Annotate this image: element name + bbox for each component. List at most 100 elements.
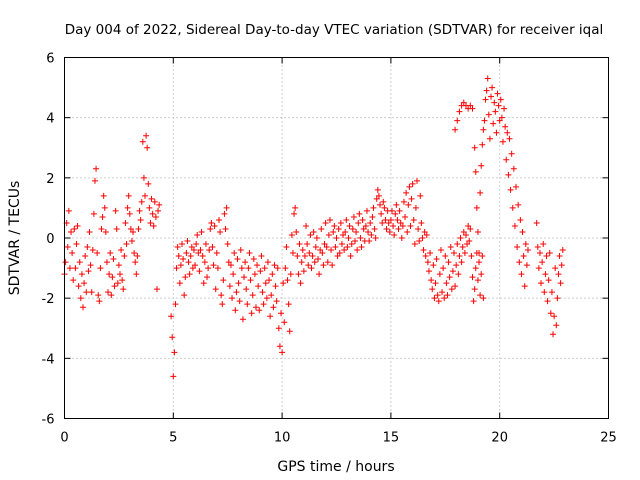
data-point xyxy=(212,286,219,293)
data-point xyxy=(188,244,195,251)
data-point xyxy=(399,222,406,229)
data-point xyxy=(443,280,450,287)
data-point xyxy=(551,313,558,320)
data-point xyxy=(79,304,86,311)
data-point xyxy=(257,268,264,275)
data-point xyxy=(264,259,271,266)
data-point xyxy=(524,247,531,254)
data-point xyxy=(326,216,333,223)
data-point xyxy=(144,144,151,151)
data-point xyxy=(223,204,230,211)
data-point xyxy=(300,268,307,275)
x-tick-label: 5 xyxy=(169,431,177,446)
data-point xyxy=(350,213,357,220)
data-point xyxy=(308,265,315,272)
data-point xyxy=(138,198,145,205)
data-point xyxy=(111,283,118,290)
data-point xyxy=(410,216,417,223)
data-point xyxy=(306,250,313,257)
data-point xyxy=(441,295,448,302)
data-point xyxy=(507,186,514,193)
data-point xyxy=(106,271,113,278)
data-point xyxy=(328,247,335,254)
data-point xyxy=(175,253,182,260)
data-point xyxy=(357,235,364,241)
data-point xyxy=(174,244,181,251)
data-point xyxy=(287,271,294,278)
data-point xyxy=(156,201,163,208)
data-point xyxy=(322,219,329,226)
y-tick-label: 2 xyxy=(46,172,54,187)
y-axis-label: SDTVAR / TECUs xyxy=(7,181,23,296)
data-point xyxy=(508,150,515,157)
data-point xyxy=(495,102,502,109)
data-point xyxy=(179,241,186,248)
data-point xyxy=(135,225,142,232)
data-point xyxy=(273,298,280,305)
data-point xyxy=(546,250,553,257)
data-point xyxy=(332,244,339,251)
data-point xyxy=(215,216,222,223)
data-point xyxy=(425,268,432,275)
data-point xyxy=(89,247,96,254)
y-tick-label: 6 xyxy=(46,52,54,67)
data-point xyxy=(414,177,421,184)
data-point xyxy=(81,280,88,287)
y-tick-label: 0 xyxy=(46,232,54,247)
data-point xyxy=(239,316,246,323)
data-point xyxy=(375,192,382,199)
data-point xyxy=(109,274,116,281)
data-point xyxy=(541,289,548,296)
data-point xyxy=(381,204,388,211)
data-point xyxy=(412,204,419,211)
data-point xyxy=(318,225,325,232)
data-points xyxy=(61,75,566,380)
data-point xyxy=(479,141,486,148)
data-point xyxy=(383,225,390,232)
data-point xyxy=(460,99,467,106)
x-axis-label: GPS time / hours xyxy=(277,459,394,475)
data-point xyxy=(211,222,218,229)
data-point xyxy=(487,93,494,100)
data-point xyxy=(192,262,199,269)
data-point xyxy=(258,253,265,260)
data-point xyxy=(246,250,253,257)
data-point xyxy=(467,102,474,109)
data-point xyxy=(204,274,211,281)
data-point xyxy=(542,271,549,278)
data-point xyxy=(374,186,381,193)
data-point xyxy=(335,225,342,232)
data-point xyxy=(180,256,187,263)
data-point xyxy=(453,262,460,269)
data-point xyxy=(435,298,442,305)
data-point xyxy=(492,108,499,115)
data-point xyxy=(133,271,140,278)
data-point xyxy=(515,201,522,208)
data-point xyxy=(445,259,452,266)
data-point xyxy=(518,271,525,278)
data-point xyxy=(91,177,98,184)
data-point xyxy=(543,253,550,260)
data-point xyxy=(393,201,400,208)
data-point xyxy=(404,228,411,235)
data-point xyxy=(349,225,356,232)
y-tick-label: -4 xyxy=(42,352,55,367)
data-point xyxy=(521,283,528,290)
data-point xyxy=(254,262,261,269)
data-point xyxy=(407,222,414,229)
data-point xyxy=(282,265,289,272)
data-point xyxy=(555,271,562,278)
data-point xyxy=(316,271,323,278)
data-point xyxy=(489,84,496,91)
data-point xyxy=(334,253,341,260)
data-point xyxy=(275,325,282,332)
data-point xyxy=(66,265,73,272)
data-point xyxy=(114,280,121,287)
data-point xyxy=(153,286,160,293)
data-point xyxy=(396,207,403,214)
data-point xyxy=(550,331,557,338)
data-point xyxy=(348,241,355,248)
data-point xyxy=(446,274,453,281)
data-point xyxy=(345,235,352,241)
data-point xyxy=(193,241,200,248)
